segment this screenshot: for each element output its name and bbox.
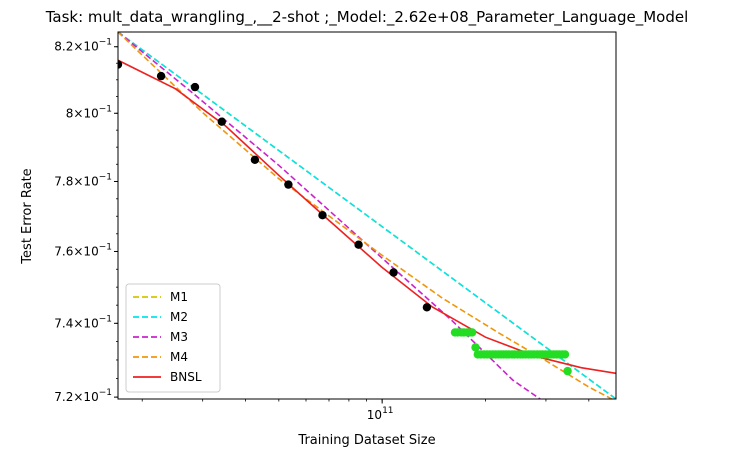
y-tick-label: 7.4×10−1 <box>54 314 112 330</box>
train-point <box>354 240 363 249</box>
points-layer <box>118 60 572 376</box>
train-point <box>217 117 226 126</box>
plot-frame <box>117 31 617 400</box>
series-line-m3 <box>118 32 542 399</box>
y-tick-label: 7.6×10−1 <box>54 242 112 258</box>
y-axis-label: Test Error Rate <box>20 168 35 264</box>
y-tick-label: 8.2×10−1 <box>54 38 112 54</box>
train-point <box>422 303 432 312</box>
legend-frame <box>125 283 221 393</box>
y-tick-label: 7.8×10−1 <box>54 172 112 188</box>
legend: M1 M2 M3 M4 BNSL <box>125 283 221 393</box>
train-point <box>284 180 293 189</box>
train-point <box>250 155 260 164</box>
series-line-m2 <box>118 32 616 399</box>
plot-area <box>117 31 617 400</box>
train-point <box>156 71 166 81</box>
x-axis: 1011 <box>141 399 590 422</box>
series-layer <box>118 32 616 399</box>
legend-label-m1: M1 <box>170 290 188 304</box>
legend-label-m4: M4 <box>170 350 188 364</box>
train-point <box>190 82 200 92</box>
chart-title: Task: mult_data_wrangling_,__2-shot ;_Mo… <box>45 8 689 27</box>
legend-label-m3: M3 <box>170 330 188 344</box>
test-point <box>563 366 572 376</box>
test-point <box>560 350 570 359</box>
x-tick-label: 1011 <box>367 406 394 422</box>
x-axis-label: Training Dataset Size <box>297 433 435 448</box>
y-tick-label: 7.2×10−1 <box>54 388 112 404</box>
y-axis: 7.2×10−1 7.4×10−1 7.6×10−1 7.8×10−1 8×10−1 8.… <box>54 38 118 404</box>
y-tick-label: 8×10−1 <box>66 104 112 120</box>
train-point <box>318 211 327 220</box>
legend-label-bnsl: BNSL <box>170 370 202 384</box>
legend-label-m2: M2 <box>170 310 188 324</box>
train-point <box>118 60 123 69</box>
train-point <box>389 268 398 277</box>
test-point <box>468 328 477 337</box>
series-line-bnsl <box>118 59 616 375</box>
test-point <box>471 343 480 352</box>
